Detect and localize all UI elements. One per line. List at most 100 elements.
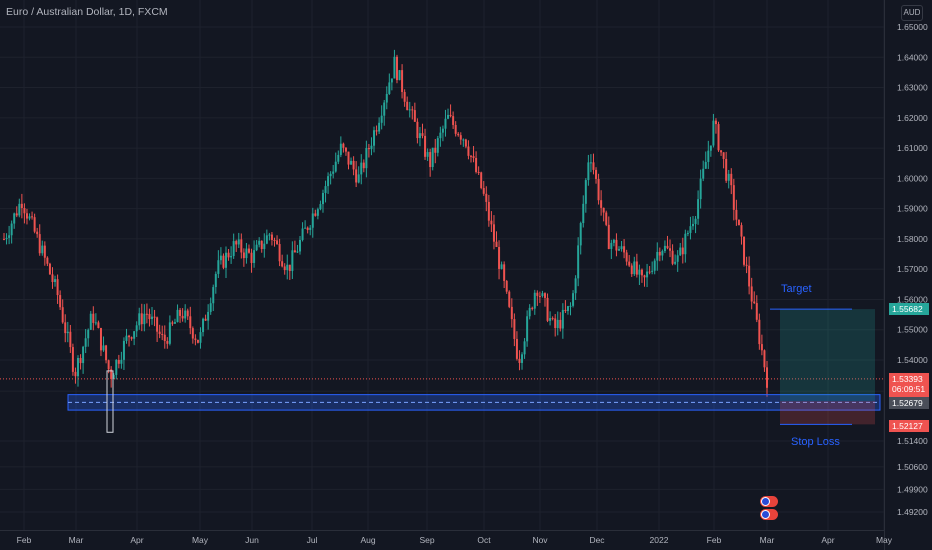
candle-body [559,319,562,329]
flag-event-icon[interactable] [760,496,778,507]
y-tick-label: 1.51400 [897,436,928,446]
candle-body [242,252,245,259]
candle-body [304,227,307,229]
candle-body [633,261,636,275]
candle-body [758,319,761,345]
event-icons[interactable] [760,496,778,522]
candle-body [140,313,143,325]
candle-body [143,313,146,325]
candle-body [186,310,189,317]
candle-body [681,247,684,255]
entry-price-tag: 1.52679 [889,397,929,410]
candle-body [74,371,77,377]
candle-body [253,250,256,263]
candle-body [697,199,700,219]
candle-body [212,287,215,304]
y-tick-label: 1.62000 [897,113,928,123]
y-tick-label: 1.56000 [897,294,928,304]
candle-body [196,339,199,343]
candle-body [444,118,447,129]
y-tick-label: 1.58000 [897,234,928,244]
candle-body [725,158,728,181]
candle-body [189,316,192,329]
candle-body [311,213,314,228]
candle-body [475,157,478,172]
candle-body [79,357,82,364]
candle-body [635,261,638,275]
candle-body [526,316,529,342]
candle-body [156,317,159,332]
candle-body [263,243,266,250]
candle-body [43,245,46,258]
candle-body [48,263,51,275]
candle-body [607,224,610,249]
candle-body [31,216,34,218]
candle-body [592,162,595,170]
candle-body [735,209,738,220]
candle-body [158,331,161,334]
candle-body [628,261,631,266]
candle-body [625,252,628,262]
candle-body [712,120,715,146]
candle-body [357,174,360,183]
candle-body [569,305,572,307]
candle-body [431,147,434,168]
candle-body [720,150,723,153]
y-tick-label: 1.49900 [897,484,928,494]
candle-body [334,161,337,172]
candle-body [416,121,419,139]
candle-body [766,367,768,388]
candle-body [191,328,194,339]
y-tick-label: 1.54000 [897,355,928,365]
candle-body [704,161,707,169]
candle-body [41,245,44,254]
x-tick-label: May [192,535,209,545]
candle-body [270,234,273,240]
y-tick-label: 1.57000 [897,264,928,274]
candle-body [393,56,396,79]
candle-body [214,273,217,288]
candle-body [102,345,105,351]
candle-body [492,224,495,242]
candle-body [84,338,87,347]
candle-body [503,264,506,281]
candle-body [321,192,324,205]
candle-body [13,213,16,224]
candle-body [748,265,751,287]
candle-body [467,146,470,156]
flag-event-icon[interactable] [760,509,778,520]
candle-body [653,260,656,271]
currency-badge[interactable]: AUD [901,5,923,21]
candle-body [408,109,411,111]
candle-body [314,213,317,216]
candle-body [329,173,332,177]
candle-body [107,360,110,370]
candle-body [630,265,633,275]
candle-body [173,322,176,324]
candle-body [536,292,539,296]
candle-body [620,246,623,250]
x-tick-label: Mar [760,535,775,545]
candle-body [77,357,80,377]
candle-body [230,256,233,258]
candle-body [388,82,391,94]
bar-countdown: 06:09:51 [892,383,926,394]
candle-body [656,251,659,261]
target-price-tag: 1.55682 [889,303,929,316]
y-tick-label: 1.64000 [897,52,928,62]
candle-body [505,280,508,292]
candle-body [301,228,304,240]
candle-body [355,169,358,183]
x-tick-label: Jun [245,535,259,545]
candle-body [337,154,340,162]
candle-body [487,201,490,221]
candle-body [71,347,74,372]
candle-body [584,180,587,204]
candle-body [36,231,39,235]
candle-body [589,162,592,164]
candle-body [561,309,564,329]
candle-body [237,239,240,245]
candle-body [184,310,187,319]
candle-body [595,169,598,179]
